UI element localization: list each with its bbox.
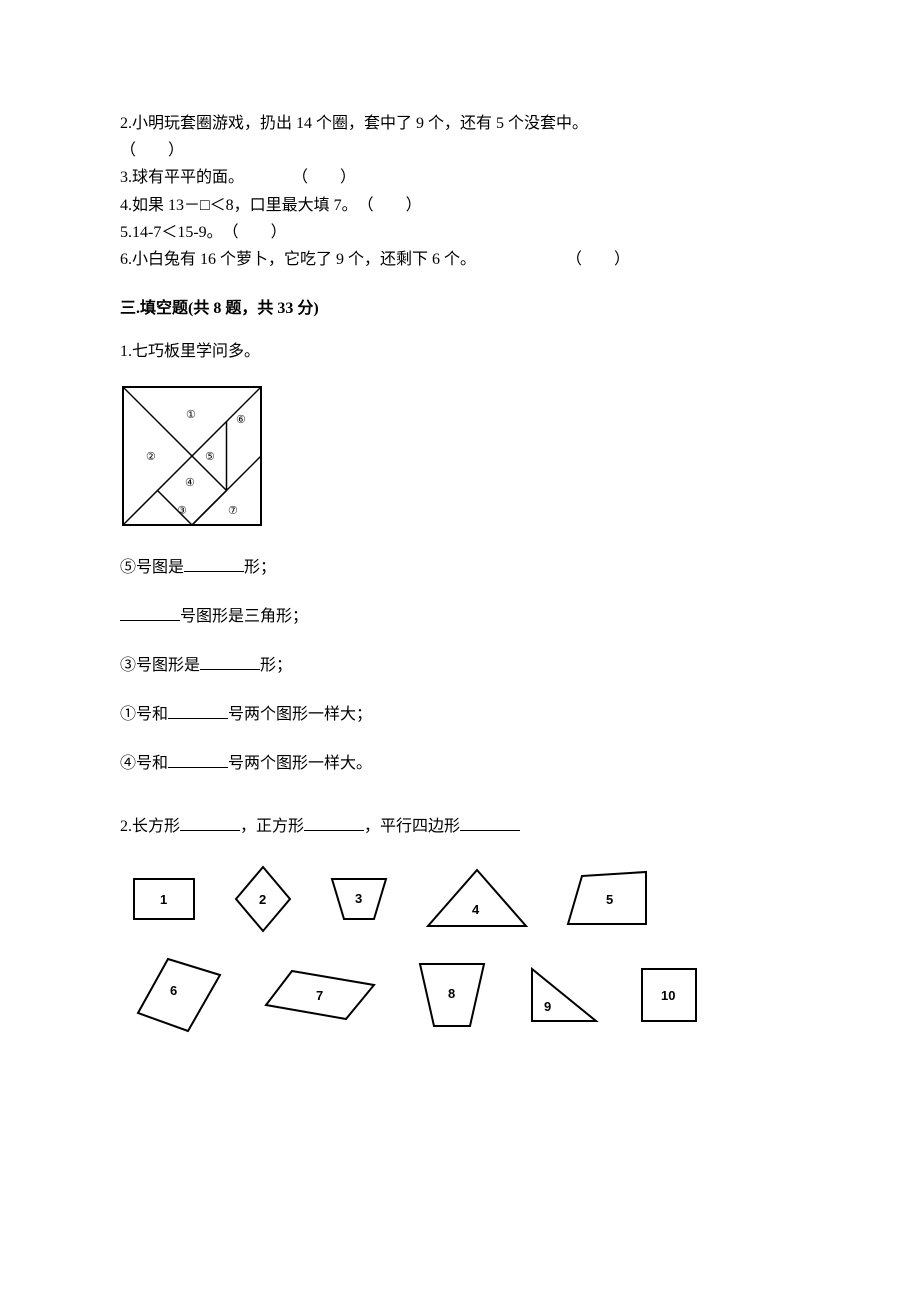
blank	[168, 753, 228, 768]
tangram-figure: ① ② ③ ④ ⑤ ⑥ ⑦	[122, 386, 800, 526]
shape-3-trapezoid: 3	[326, 871, 392, 927]
q1-l4b: 号两个图形一样大；	[228, 706, 372, 723]
tangram-label-2: ②	[146, 451, 156, 463]
tf-q3: 3. 球有平平的面。 （ ）	[120, 164, 800, 191]
shape-4-triangle: 4	[422, 864, 532, 934]
q1-line1: ⑤号图是 形；	[120, 554, 800, 581]
tf-q2-paren-line: （ ）	[120, 137, 800, 164]
blank	[180, 816, 240, 831]
blank	[304, 816, 364, 831]
tf-q2-num: 2.	[120, 115, 132, 132]
q1-line5: ④号和 号两个图形一样大。	[120, 750, 800, 777]
tf-q6-text: 小白兔有 16 个萝卜，它吃了 9 个，还剩下 6 个。	[132, 246, 476, 273]
q2-line: 2.长方形 ，正方形 ，平行四边形	[120, 813, 800, 840]
shape-9-right-triangle: 9	[524, 963, 602, 1027]
tangram-label-1: ①	[186, 409, 196, 421]
blank	[120, 606, 180, 621]
shape-10-square: 10	[636, 963, 702, 1027]
q1-l4a: ①号和	[120, 706, 168, 723]
q1-intro: 1.七巧板里学问多。	[120, 338, 800, 365]
shape-8-trapezoid: 8	[414, 958, 490, 1032]
blank	[200, 655, 260, 670]
blank	[460, 816, 520, 831]
tf-q3-text: 球有平平的面。	[132, 164, 244, 191]
q1-l3a: ③号图形是	[120, 657, 200, 674]
shape-1-rectangle: 1	[130, 871, 200, 927]
shape-5-quad: 5	[562, 868, 652, 930]
q1-line3: ③号图形是 形；	[120, 652, 800, 679]
svg-text:5: 5	[606, 892, 613, 907]
svg-text:10: 10	[661, 988, 675, 1003]
section3-heading: 三.填空题(共 8 题，共 33 分)	[120, 295, 800, 322]
svg-text:3: 3	[355, 891, 362, 906]
tf-q6-num: 6.	[120, 246, 132, 273]
q1-line2: 号图形是三角形；	[120, 603, 800, 630]
tf-q6-paren: （ ）	[566, 246, 630, 273]
tf-q5: 5. 14-7＜15-9。 （ ）	[120, 219, 800, 246]
q1-l5a: ④号和	[120, 755, 168, 772]
tangram-label-3: ③	[177, 505, 187, 517]
tangram-label-4: ④	[185, 477, 195, 489]
tf-q4-text: 如果 13－□＜8，口里最大填 7。	[132, 192, 358, 219]
blank	[184, 556, 244, 571]
q1-l3b: 形；	[260, 657, 292, 674]
tf-q4-paren: （ ）	[358, 192, 422, 219]
q1-l1b: 形；	[244, 559, 276, 576]
q2-b: ，正方形	[240, 818, 304, 835]
svg-text:7: 7	[316, 988, 323, 1003]
svg-text:1: 1	[160, 892, 167, 907]
tf-q4-num: 4.	[120, 192, 132, 219]
svg-text:4: 4	[472, 902, 480, 917]
tf-q3-num: 3.	[120, 164, 132, 191]
svg-text:8: 8	[448, 986, 455, 1001]
shapes-row-2: 6 7 8 9 10	[134, 953, 800, 1037]
svg-text:2: 2	[259, 892, 266, 907]
shapes-row-1: 1 2 3 4 5	[130, 863, 800, 935]
tf-q6: 6. 小白兔有 16 个萝卜，它吃了 9 个，还剩下 6 个。 （ ）	[120, 246, 800, 273]
q1-l5b: 号两个图形一样大。	[228, 755, 372, 772]
q1-l1a: ⑤号图是	[120, 559, 184, 576]
shape-2-rhombus: 2	[230, 863, 296, 935]
q2-a: 2.长方形	[120, 818, 180, 835]
tangram-label-5: ⑤	[205, 451, 215, 463]
tf-q2-paren: （ ）	[120, 142, 184, 159]
tangram-label-6: ⑥	[236, 414, 246, 426]
svg-text:6: 6	[170, 983, 177, 998]
blank	[168, 704, 228, 719]
shape-6-diamond: 6	[134, 953, 226, 1037]
tf-q2-text: 小明玩套圈游戏，扔出 14 个圈，套中了 9 个，还有 5 个没套中。	[132, 115, 588, 132]
tf-q5-num: 5.	[120, 219, 132, 246]
shape-7-parallelogram: 7	[260, 963, 380, 1027]
tf-q5-text: 14-7＜15-9。	[132, 219, 223, 246]
q1-line4: ①号和 号两个图形一样大；	[120, 701, 800, 728]
tf-q4: 4. 如果 13－□＜8，口里最大填 7。 （ ）	[120, 192, 800, 219]
q1-l2b: 号图形是三角形；	[180, 608, 308, 625]
tf-q5-paren: （ ）	[223, 219, 287, 246]
svg-text:9: 9	[544, 999, 551, 1014]
tangram-label-7: ⑦	[228, 505, 238, 517]
q2-c: ，平行四边形	[364, 818, 460, 835]
tf-q3-paren: （ ）	[292, 164, 356, 191]
tf-q2-line1: 2.小明玩套圈游戏，扔出 14 个圈，套中了 9 个，还有 5 个没套中。	[120, 110, 800, 137]
